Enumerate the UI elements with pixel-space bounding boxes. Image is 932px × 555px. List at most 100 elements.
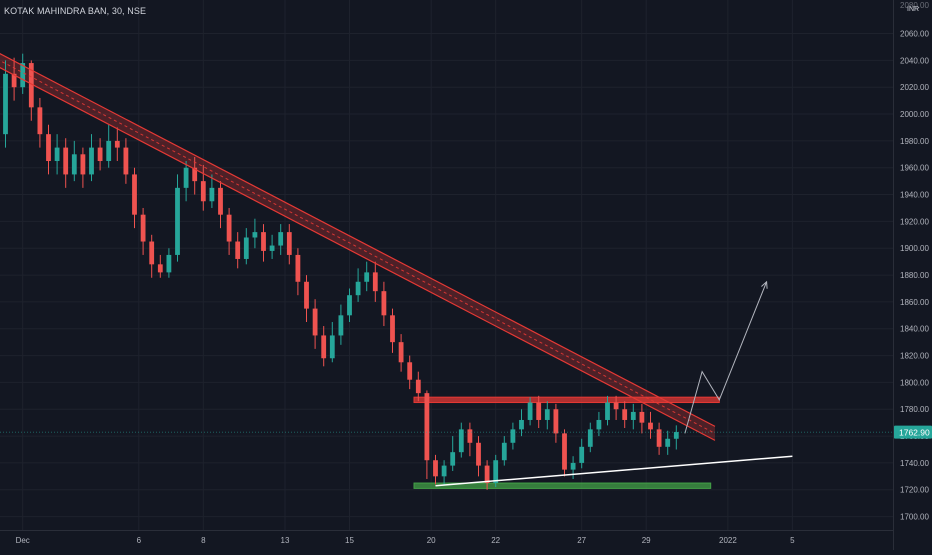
candle-body — [596, 419, 602, 430]
candle-body — [364, 272, 370, 282]
candle-body — [63, 147, 69, 175]
projection-path — [684, 281, 768, 434]
candle-body — [656, 429, 662, 447]
time-axis[interactable]: Dec 6 8 13 15 20 22 27 29 2022 5 — [0, 530, 893, 546]
chart-title: KOTAK MAHINDRA BAN, 30, NSE — [4, 6, 147, 16]
candle-body — [114, 140, 120, 148]
candle-body — [587, 429, 593, 447]
candle-body — [37, 107, 43, 135]
candle-body — [450, 452, 456, 466]
candle-body — [166, 254, 172, 273]
candle-body — [398, 342, 404, 363]
price-axis[interactable]: 1700.001720.001740.001760.001780.001800.… — [893, 0, 930, 550]
candle-body — [381, 291, 387, 316]
x-tick-label: 20 — [427, 536, 436, 545]
candle-body — [390, 315, 395, 343]
candle-body — [97, 147, 103, 162]
candle-body — [218, 187, 223, 215]
y-tick-label: 1840.00 — [900, 325, 929, 334]
candle-body — [570, 462, 576, 470]
price-axis-top-label: 2080.00 — [900, 1, 929, 10]
candle-body — [80, 154, 86, 175]
candle-body — [562, 433, 567, 470]
x-tick-label: 5 — [790, 536, 795, 545]
x-tick-label: Dec — [16, 536, 30, 545]
candle-body — [613, 402, 619, 410]
x-tick-label: 6 — [137, 536, 142, 545]
candle-body — [553, 409, 559, 434]
resistance-zone — [413, 396, 720, 404]
x-tick-label: 27 — [577, 536, 586, 545]
candle-body — [579, 446, 585, 463]
y-tick-label: 1860.00 — [900, 298, 929, 307]
candle-body — [329, 335, 335, 359]
candle-body — [209, 187, 215, 202]
drawing-layer-back — [0, 53, 720, 489]
candle-body — [458, 429, 464, 453]
y-tick-label: 2020.00 — [900, 83, 929, 92]
candle-body — [261, 232, 266, 251]
candle-body — [304, 281, 309, 309]
y-tick-label: 2040.00 — [900, 56, 929, 65]
candle-body — [355, 281, 361, 296]
candle-body — [433, 460, 438, 477]
channel-mid-line — [0, 60, 716, 434]
candle-body — [175, 187, 180, 255]
candle-body — [20, 63, 26, 88]
y-tick-label: 1880.00 — [900, 271, 929, 280]
candle-body — [123, 147, 129, 175]
candle-body — [278, 232, 284, 246]
y-tick-label: 1920.00 — [900, 217, 929, 226]
candle-body — [467, 429, 473, 443]
projection-arrowhead — [761, 280, 768, 289]
candle-body — [415, 379, 421, 394]
y-tick-label: 1740.00 — [900, 459, 929, 468]
candle-body — [536, 402, 542, 420]
y-tick-label: 2000.00 — [900, 110, 929, 119]
candle-body — [243, 237, 249, 259]
candle-body — [157, 264, 163, 273]
currency-label: INR — [907, 6, 920, 13]
candle-body — [441, 465, 447, 477]
candles-layer — [3, 53, 679, 490]
candle-body — [71, 154, 77, 175]
y-tick-label: 1940.00 — [900, 191, 929, 200]
candle-body — [192, 167, 198, 182]
x-tick-label: 13 — [281, 536, 290, 545]
x-tick-label: 22 — [491, 536, 500, 545]
candle-body — [200, 181, 206, 202]
candle-body — [544, 409, 550, 420]
candle-body — [226, 214, 232, 242]
x-tick-label: 29 — [642, 536, 651, 545]
y-tick-label: 1780.00 — [900, 405, 929, 414]
candle-body — [321, 335, 327, 359]
candle-body — [665, 438, 671, 447]
candle-body — [630, 411, 636, 420]
drawing-layer-front — [0, 52, 793, 487]
candle-body — [484, 465, 490, 484]
y-tick-label: 1800.00 — [900, 378, 929, 387]
candle-body — [476, 442, 481, 466]
y-tick-label: 1960.00 — [900, 164, 929, 173]
candle-body — [527, 402, 533, 420]
x-tick-label: 8 — [201, 536, 206, 545]
grid-lines — [0, 0, 893, 530]
ascending-trendline — [435, 455, 793, 487]
candle-body — [510, 429, 516, 443]
channel-lower-line — [0, 66, 716, 441]
last-price-label: 1762.90 — [899, 428, 930, 438]
candle-body — [673, 432, 679, 439]
candle-body — [269, 245, 275, 251]
candle-body — [28, 63, 34, 108]
last-price-badge — [894, 425, 932, 439]
candle-body — [493, 460, 499, 484]
candle-body — [286, 232, 292, 255]
candle-body — [622, 409, 628, 420]
y-tick-label: 1720.00 — [900, 486, 929, 495]
y-tick-label: 1980.00 — [900, 137, 929, 146]
candle-body — [312, 308, 318, 336]
candle-body — [89, 147, 94, 175]
candle-body — [605, 402, 610, 420]
